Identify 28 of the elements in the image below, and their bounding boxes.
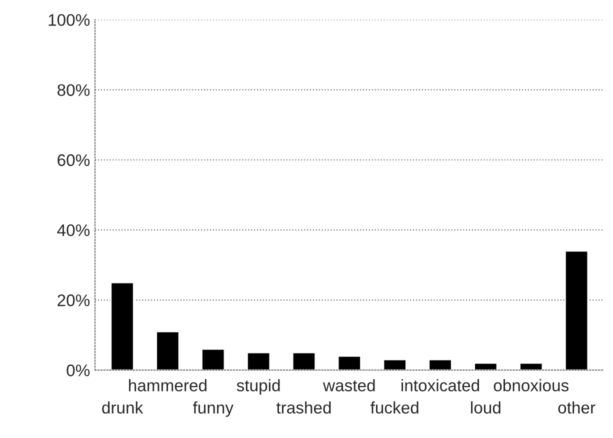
x-tick-label: other xyxy=(558,401,596,414)
y-tick-label: 40% xyxy=(57,224,90,236)
x-tick-label: stupid xyxy=(236,379,280,395)
bar xyxy=(519,362,544,370)
x-tick-label: loud xyxy=(471,401,500,414)
bar xyxy=(292,352,316,370)
x-tick-label: drunk xyxy=(102,401,144,414)
x-tick-label: funny xyxy=(192,401,234,417)
bar xyxy=(382,358,407,370)
y-tick-label: 0% xyxy=(66,364,90,376)
x-tick-label: trashed xyxy=(276,401,331,414)
x-tick-label: fucked xyxy=(370,401,418,414)
x-tick-label: wasted xyxy=(322,379,375,392)
y-tick-label: 20% xyxy=(58,294,90,306)
bar xyxy=(246,352,271,370)
x-tick-label: hammered xyxy=(129,379,206,392)
y-tick-label: 100% xyxy=(48,14,90,26)
bar xyxy=(474,362,498,370)
bar xyxy=(201,348,226,370)
bar xyxy=(156,330,180,370)
bar xyxy=(110,282,134,370)
bar xyxy=(337,355,362,370)
x-tick-label: obnoxious xyxy=(494,379,569,392)
bar xyxy=(428,358,452,370)
y-tick-label: 80% xyxy=(58,84,90,96)
bar xyxy=(564,250,589,370)
x-tick-label: intoxicated xyxy=(402,379,480,392)
y-tick-label: 60% xyxy=(58,154,90,166)
